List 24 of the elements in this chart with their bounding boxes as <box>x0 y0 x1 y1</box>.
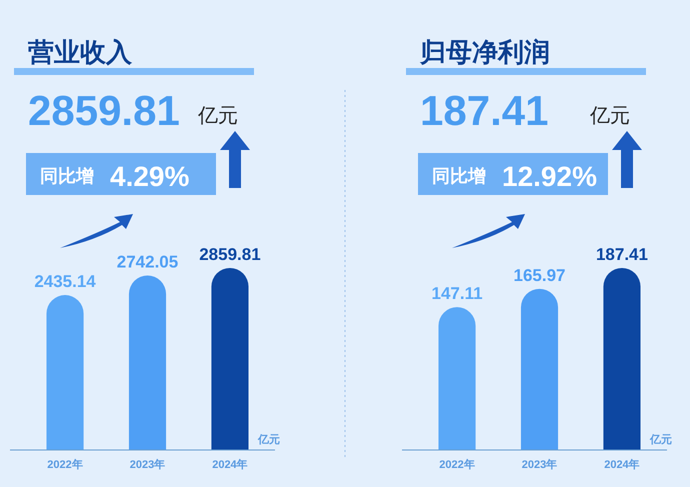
chart-title: 营业收入 <box>27 37 133 67</box>
text: 亿元 <box>197 105 238 127</box>
data-label: 147.11 <box>432 284 483 304</box>
x-tick-label: 2023年 <box>130 458 166 471</box>
x-tick-label: 2022年 <box>47 458 83 471</box>
text: 12.92% <box>502 161 598 192</box>
text: 同比增 <box>432 166 486 186</box>
x-tick-label: 2022年 <box>439 458 475 471</box>
data-label: 2435.14 <box>34 272 96 292</box>
data-label: 165.97 <box>514 266 566 285</box>
text: 187.41 <box>420 87 548 134</box>
data-label: 187.41 <box>596 245 648 264</box>
data-label: 2742.05 <box>116 252 178 272</box>
text: 亿元 <box>589 105 630 127</box>
text: 2859.81 <box>28 87 180 134</box>
y-axis-title: 亿元 <box>649 434 672 446</box>
chart-title: 归母净利润 <box>419 37 550 67</box>
x-tick-label: 2023年 <box>522 458 558 471</box>
text: 同比增 <box>40 166 94 186</box>
y-axis-title: 亿元 <box>257 434 280 446</box>
text: 4.29% <box>110 161 190 192</box>
x-tick-label: 2024年 <box>604 458 640 471</box>
data-label: 2859.81 <box>199 245 261 264</box>
x-tick-label: 2024年 <box>212 458 248 471</box>
